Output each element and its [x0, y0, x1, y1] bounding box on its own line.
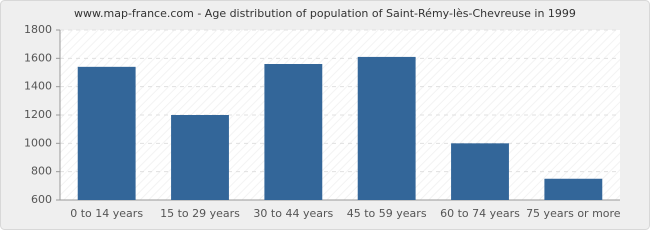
y-tick-label: 1200	[24, 108, 52, 121]
y-tick-label: 1000	[24, 136, 52, 149]
x-tick-label: 45 to 59 years	[347, 207, 427, 220]
chart-title: www.map-france.com - Age distribution of…	[74, 7, 576, 20]
bar	[77, 66, 136, 200]
bar	[451, 143, 509, 200]
chart: www.map-france.com - Age distribution of…	[0, 0, 650, 230]
bar	[171, 115, 229, 200]
y-tick-label: 1400	[24, 80, 52, 93]
y-tick-label: 600	[31, 193, 52, 206]
x-tick-label: 75 years or more	[526, 207, 621, 220]
x-tick-label: 30 to 44 years	[253, 207, 333, 220]
y-tick-label: 1600	[24, 51, 52, 64]
bar	[264, 64, 323, 200]
x-tick-label: 60 to 74 years	[440, 207, 520, 220]
x-tick-label: 15 to 29 years	[160, 207, 240, 220]
x-tick-label: 0 to 14 years	[70, 207, 143, 220]
bar	[357, 56, 416, 200]
y-tick-label: 800	[31, 165, 52, 178]
bar	[544, 178, 603, 200]
page: www.map-france.com - Age distribution of…	[0, 0, 650, 230]
y-tick-label: 1800	[24, 23, 52, 36]
